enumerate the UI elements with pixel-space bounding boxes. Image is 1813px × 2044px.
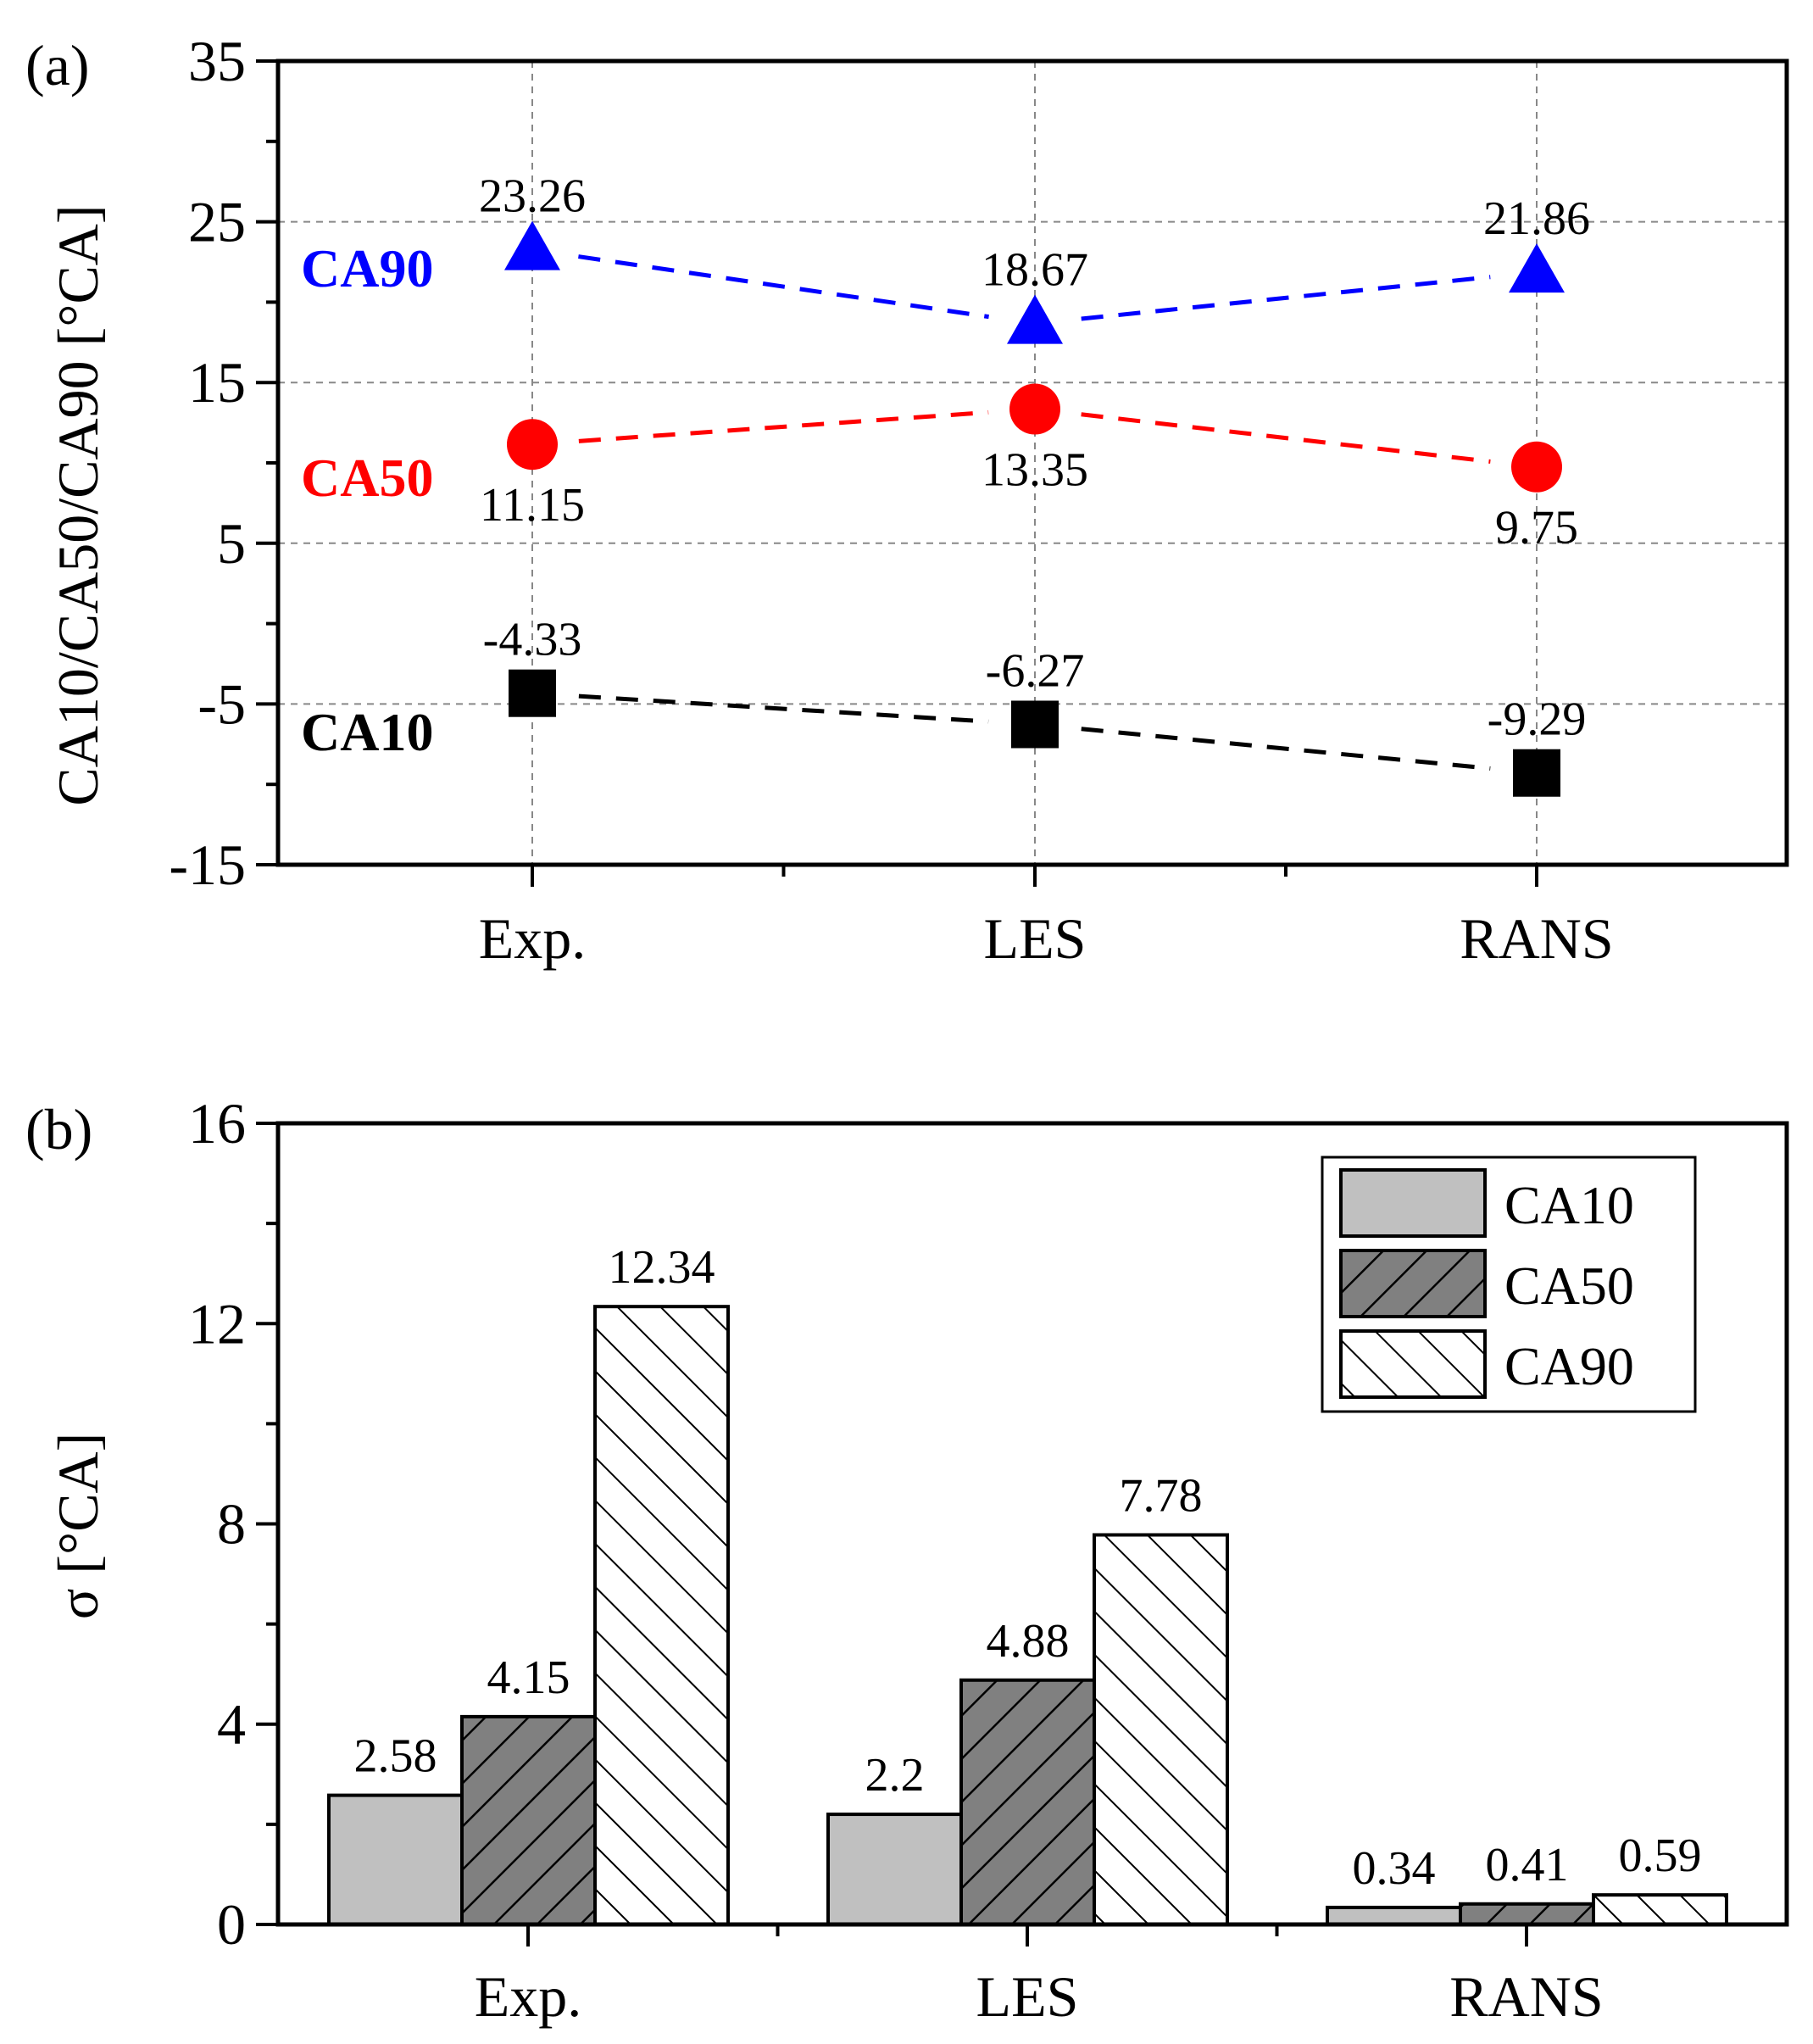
data-label-ca10-exp: -4.33 (483, 614, 582, 666)
line-segment-ca90 (578, 254, 989, 320)
marker-ca90-les (1007, 294, 1063, 344)
y-tick-label: 12 (188, 1291, 246, 1356)
panel-a-series-name-ca50: CA50 (301, 448, 433, 508)
x-tick-label-exp: Exp. (475, 1964, 582, 2029)
data-label-ca90-les: 18.67 (982, 244, 1088, 297)
panel-a-ticks: -15 -5 5 15 25 35 Exp. LES RANS (169, 29, 1613, 971)
y-tick-label: 35 (188, 29, 246, 93)
panel-a-line-chart: 23.2618.6721.8611.1513.359.75-4.33-6.27-… (25, 29, 1789, 971)
x-tick-label-les: LES (976, 1964, 1079, 2029)
y-tick-label: 0 (217, 1892, 246, 1957)
bar-label-ca10-exp: 2.58 (354, 1730, 437, 1783)
data-label-ca50-les: 13.35 (982, 443, 1088, 496)
bar-ca10-les (826, 1813, 963, 1926)
y-tick-label: 8 (217, 1492, 246, 1557)
bar-ca10-rans (1326, 1905, 1462, 1926)
marker-ca90-rans (1509, 243, 1565, 293)
x-tick-label-exp: Exp. (479, 906, 587, 971)
data-label-ca90-rans: 21.86 (1483, 192, 1590, 245)
panel-b-label: (b) (25, 1097, 92, 1161)
line-segment-ca10 (578, 693, 989, 724)
line-segment-ca10 (1081, 727, 1491, 771)
legend-label-ca90: CA90 (1504, 1336, 1634, 1396)
bar-ca90-exp (593, 1305, 730, 1926)
bar-label-ca50-exp: 4.15 (487, 1651, 570, 1704)
data-label-ca90-exp: 23.26 (479, 170, 586, 223)
panel-a-series-lines (578, 254, 1491, 771)
panel-a-data-labels: 23.26 18.67 21.86 11.15 13.35 9.75 -4.33 -6.27 -… (479, 170, 1590, 746)
bar-label-ca50-rans: 0.41 (1486, 1839, 1569, 1891)
panel-b-legend: CA10 CA50 CA90 (1321, 1156, 1697, 1413)
y-tick-label: -15 (169, 833, 246, 897)
bar-label-ca90-rans: 0.59 (1619, 1830, 1702, 1882)
marker-ca10-rans (1513, 749, 1560, 797)
legend-swatch-ca90 (1339, 1329, 1487, 1399)
bar-ca50-les (959, 1678, 1096, 1927)
legend-swatch-ca10 (1339, 1168, 1487, 1238)
y-tick-label: 5 (217, 511, 246, 576)
line-segment-ca50 (1081, 412, 1491, 464)
marker-ca50-rans (1511, 441, 1562, 493)
x-tick-label-rans: RANS (1460, 906, 1613, 971)
marker-ca90-exp (504, 220, 560, 270)
marker-ca10-les (1011, 700, 1059, 749)
y-tick-label: 15 (188, 350, 246, 415)
panel-b-data-labels: 2.58 4.15 12.34 2.2 4.88 7.78 0.34 0.41 0.59 (354, 1241, 1702, 1895)
x-tick-label-rans: RANS (1449, 1964, 1603, 2029)
bar-label-ca10-rans: 0.34 (1353, 1842, 1436, 1895)
line-segment-ca50 (578, 409, 989, 443)
data-label-ca50-rans: 9.75 (1495, 502, 1578, 554)
panel-a-markers (504, 220, 1565, 797)
bar-ca50-exp (460, 1714, 597, 1926)
bar-label-ca50-les: 4.88 (987, 1615, 1070, 1668)
panel-a-series-name-ca90: CA90 (301, 238, 433, 298)
bar-ca10-exp (327, 1793, 464, 1926)
bar-ca90-les (1093, 1533, 1229, 1927)
data-label-ca10-rans: -9.29 (1488, 693, 1587, 746)
legend-swatch-ca50 (1339, 1249, 1487, 1318)
panel-b-ticks: 0 4 8 12 16 Exp. LES RANS (188, 1091, 1604, 2029)
marker-ca50-les (1009, 383, 1060, 435)
marker-ca10-exp (509, 669, 556, 717)
marker-ca50-exp (507, 419, 558, 471)
bar-ca50-rans (1459, 1902, 1595, 1927)
panel-b-y-axis-title: σ [°CA] (46, 1433, 110, 1620)
panel-a-label: (a) (25, 33, 89, 97)
data-label-ca50-exp: 11.15 (480, 479, 585, 532)
y-tick-label: 25 (188, 190, 246, 254)
panel-a-y-axis-title: CA10/CA50/CA90 [°CA] (46, 204, 110, 805)
panel-b-bars (327, 1305, 1728, 1927)
bar-label-ca10-les: 2.2 (865, 1749, 925, 1802)
line-segment-ca90 (1081, 275, 1491, 321)
y-tick-label: -5 (197, 671, 246, 736)
panel-b-bar-chart: 2.58 4.15 12.34 2.2 4.88 7.78 0.34 0.41 0.59 0 4 8… (25, 1091, 1789, 2029)
bar-ca90-rans (1592, 1893, 1728, 1926)
legend-label-ca50: CA50 (1504, 1256, 1634, 1316)
bar-label-ca90-exp: 12.34 (609, 1241, 715, 1294)
y-tick-label: 4 (217, 1692, 246, 1757)
y-tick-label: 16 (188, 1091, 246, 1156)
legend-label-ca10: CA10 (1504, 1175, 1634, 1235)
bar-label-ca90-les: 7.78 (1120, 1469, 1203, 1522)
data-label-ca10-les: -6.27 (986, 644, 1085, 697)
x-tick-label-les: LES (984, 906, 1087, 971)
panel-a-series-name-ca10: CA10 (301, 702, 433, 762)
